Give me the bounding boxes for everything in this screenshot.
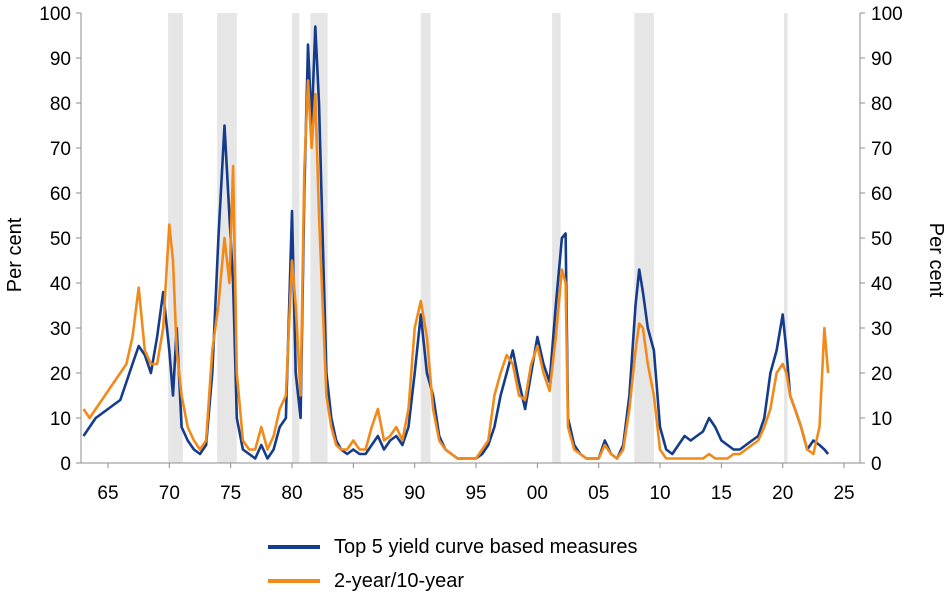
x-tick-label-6: 95: [465, 483, 486, 504]
series-line-1: [82, 79, 830, 460]
y-tick-label-right-0: 0: [871, 454, 882, 475]
y-tick-label-right-5: 50: [871, 229, 892, 250]
y-tick-label-right-6: 60: [871, 184, 892, 205]
x-axis: 65 70 75 80 85 90 95 00 05 10 15 20 25: [97, 463, 855, 504]
y-tick-label-left-9: 90: [50, 49, 71, 70]
y-tick-label-left-6: 60: [50, 184, 71, 205]
recession-band-5: [552, 13, 561, 463]
y-tick-label-left-10: 100: [39, 4, 71, 25]
y-tick-label-left-5: 50: [50, 229, 71, 250]
recession-band-1: [217, 13, 237, 463]
y-tick-label-right-4: 40: [871, 274, 892, 295]
y-tick-label-left-8: 80: [50, 94, 71, 115]
recession-band-4: [420, 13, 431, 463]
x-tick-label-0: 65: [97, 483, 118, 504]
x-tick-label-1: 70: [159, 483, 180, 504]
y-tick-label-left-2: 20: [50, 364, 71, 385]
x-tick-label-12: 25: [833, 483, 854, 504]
series-line-0: [82, 25, 830, 460]
y-axis-label-right: Per cent: [925, 223, 947, 298]
y-tick-label-right-10: 100: [871, 4, 903, 25]
x-tick-label-3: 80: [281, 483, 302, 504]
legend-label-2y10y: 2-year/10-year: [334, 569, 465, 592]
recession-band-2: [292, 13, 300, 463]
x-tick-label-5: 90: [404, 483, 425, 504]
legend-item-top5: Top 5 yield curve based measures: [268, 530, 638, 564]
series-layer: [82, 25, 830, 460]
y-tick-label-right-3: 30: [871, 319, 892, 340]
y-tick-label-right-8: 80: [871, 94, 892, 115]
x-tick-label-11: 20: [772, 483, 793, 504]
y-axis-left: 0 10 20 30 40 50 60 70 80 90 100: [39, 4, 81, 475]
y-tick-label-left-1: 10: [50, 409, 71, 430]
x-tick-label-8: 05: [588, 483, 609, 504]
y-tick-label-right-7: 70: [871, 139, 892, 160]
legend-label-top5: Top 5 yield curve based measures: [334, 535, 638, 558]
y-axis-label-left: Per cent: [4, 217, 26, 292]
legend-item-2y10y: 2-year/10-year: [268, 564, 638, 598]
recession-band-6: [634, 13, 654, 463]
legend: Top 5 yield curve based measures 2-year/…: [268, 530, 638, 598]
legend-swatch-2y10y: [268, 579, 320, 583]
y-axis-right: 0 10 20 30 40 50 60 70 80 90 100: [860, 4, 903, 475]
x-tick-label-10: 15: [711, 483, 732, 504]
x-tick-label-9: 10: [649, 483, 670, 504]
recession-band-0: [168, 13, 183, 463]
x-tick-label-4: 85: [343, 483, 364, 504]
y-tick-label-left-3: 30: [50, 319, 71, 340]
x-tick-label-7: 00: [527, 483, 548, 504]
x-tick-label-2: 75: [220, 483, 241, 504]
recession-bands: [168, 13, 788, 463]
y-tick-label-right-9: 90: [871, 49, 892, 70]
recession-band-7: [783, 13, 788, 463]
y-tick-label-right-1: 10: [871, 409, 892, 430]
y-tick-label-left-0: 0: [60, 454, 71, 475]
y-tick-label-left-7: 70: [50, 139, 71, 160]
y-tick-label-left-4: 40: [50, 274, 71, 295]
plot-frame: [80, 13, 861, 464]
y-tick-label-right-2: 20: [871, 364, 892, 385]
legend-swatch-top5: [268, 545, 320, 549]
